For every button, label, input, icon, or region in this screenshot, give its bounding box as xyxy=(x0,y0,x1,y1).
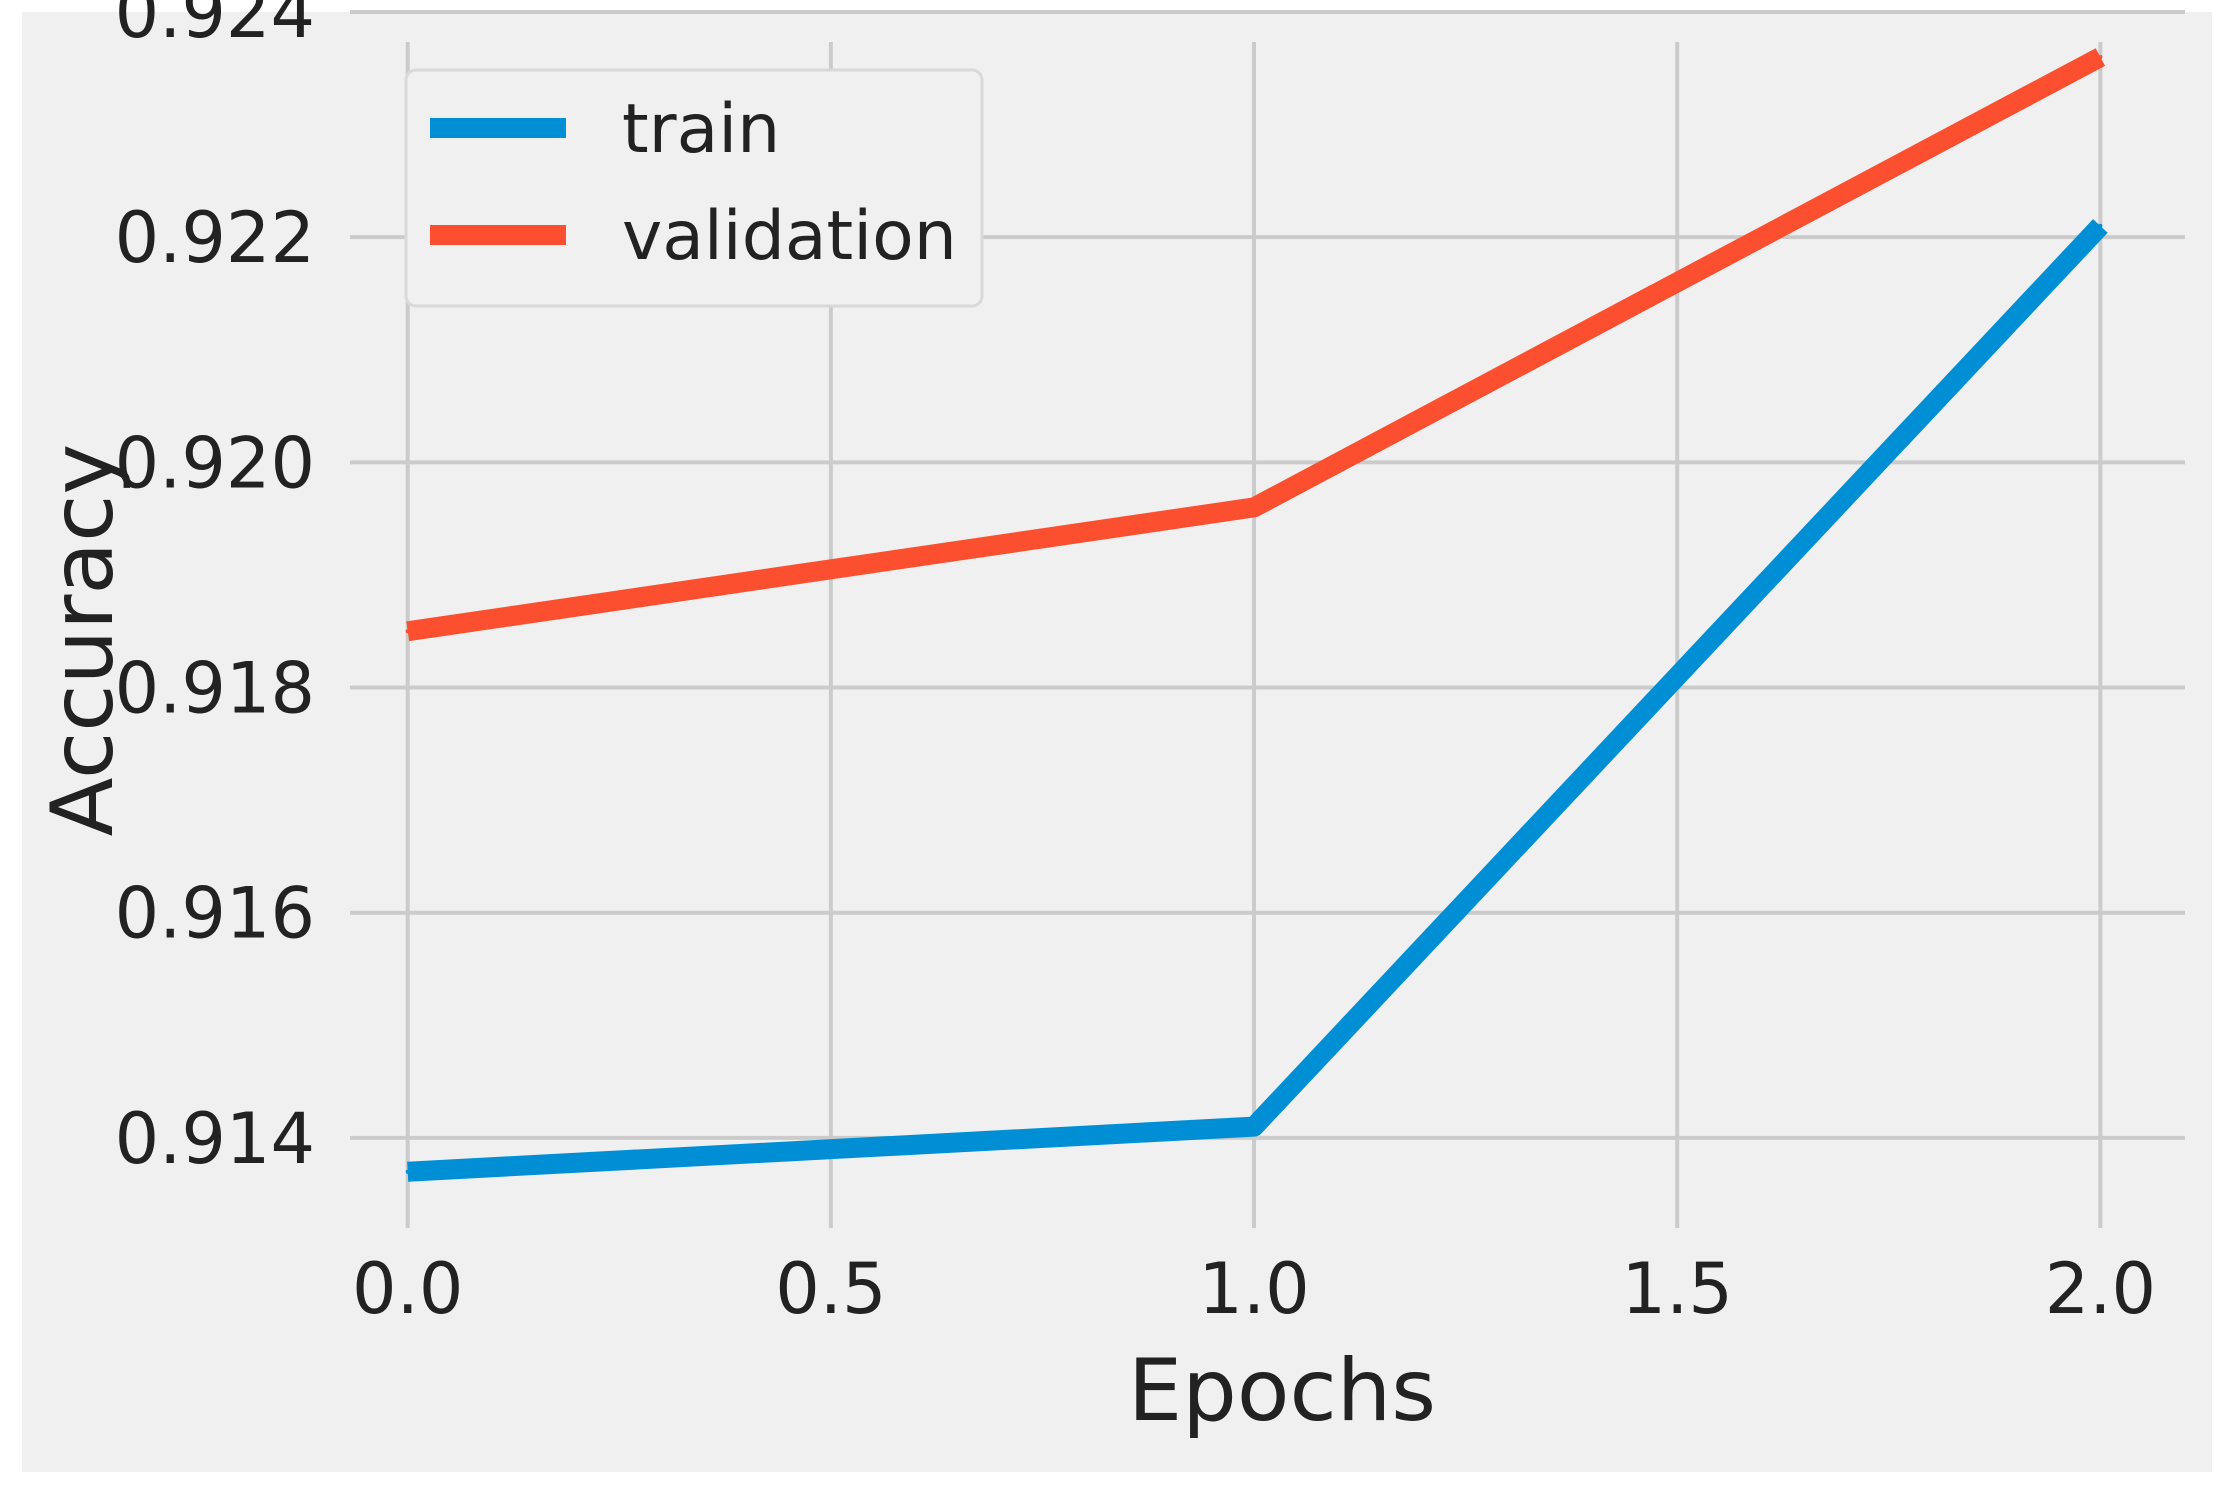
tick-labels: 0.0 0.5 1.0 1.5 2.0 0.914 0.916 0.918 0.920 0.922… xyxy=(115,0,2156,1330)
x-tick-label: 1.5 xyxy=(1622,1248,1733,1330)
x-tick-label: 0.5 xyxy=(775,1248,886,1330)
data-point-validation xyxy=(2098,55,2103,60)
x-axis-label: Epochs xyxy=(1128,1341,1436,1441)
y-tick-label: 0.920 xyxy=(115,422,315,504)
y-tick-label: 0.914 xyxy=(115,1098,315,1180)
data-point-train xyxy=(1252,1124,1257,1129)
data-point-validation xyxy=(405,629,410,634)
y-tick-label: 0.924 xyxy=(115,0,315,54)
y-axis-label: Accuracy xyxy=(33,444,133,837)
x-tick-label: 2.0 xyxy=(2045,1248,2156,1330)
figure-background xyxy=(22,12,2212,1472)
x-tick-label: 1.0 xyxy=(1198,1248,1309,1330)
data-point-train xyxy=(2098,223,2103,228)
x-tick-label: 0.0 xyxy=(352,1248,463,1330)
data-point-validation xyxy=(1252,505,1257,510)
series-lines xyxy=(405,48,2108,1182)
y-tick-label: 0.916 xyxy=(115,873,315,955)
data-point-train xyxy=(405,1169,410,1174)
y-tick-label: 0.922 xyxy=(115,197,315,279)
legend: train validation xyxy=(404,68,984,308)
legend-label-train: train xyxy=(622,90,780,169)
legend-label-validation: validation xyxy=(622,197,957,276)
y-tick-label: 0.918 xyxy=(115,648,315,730)
